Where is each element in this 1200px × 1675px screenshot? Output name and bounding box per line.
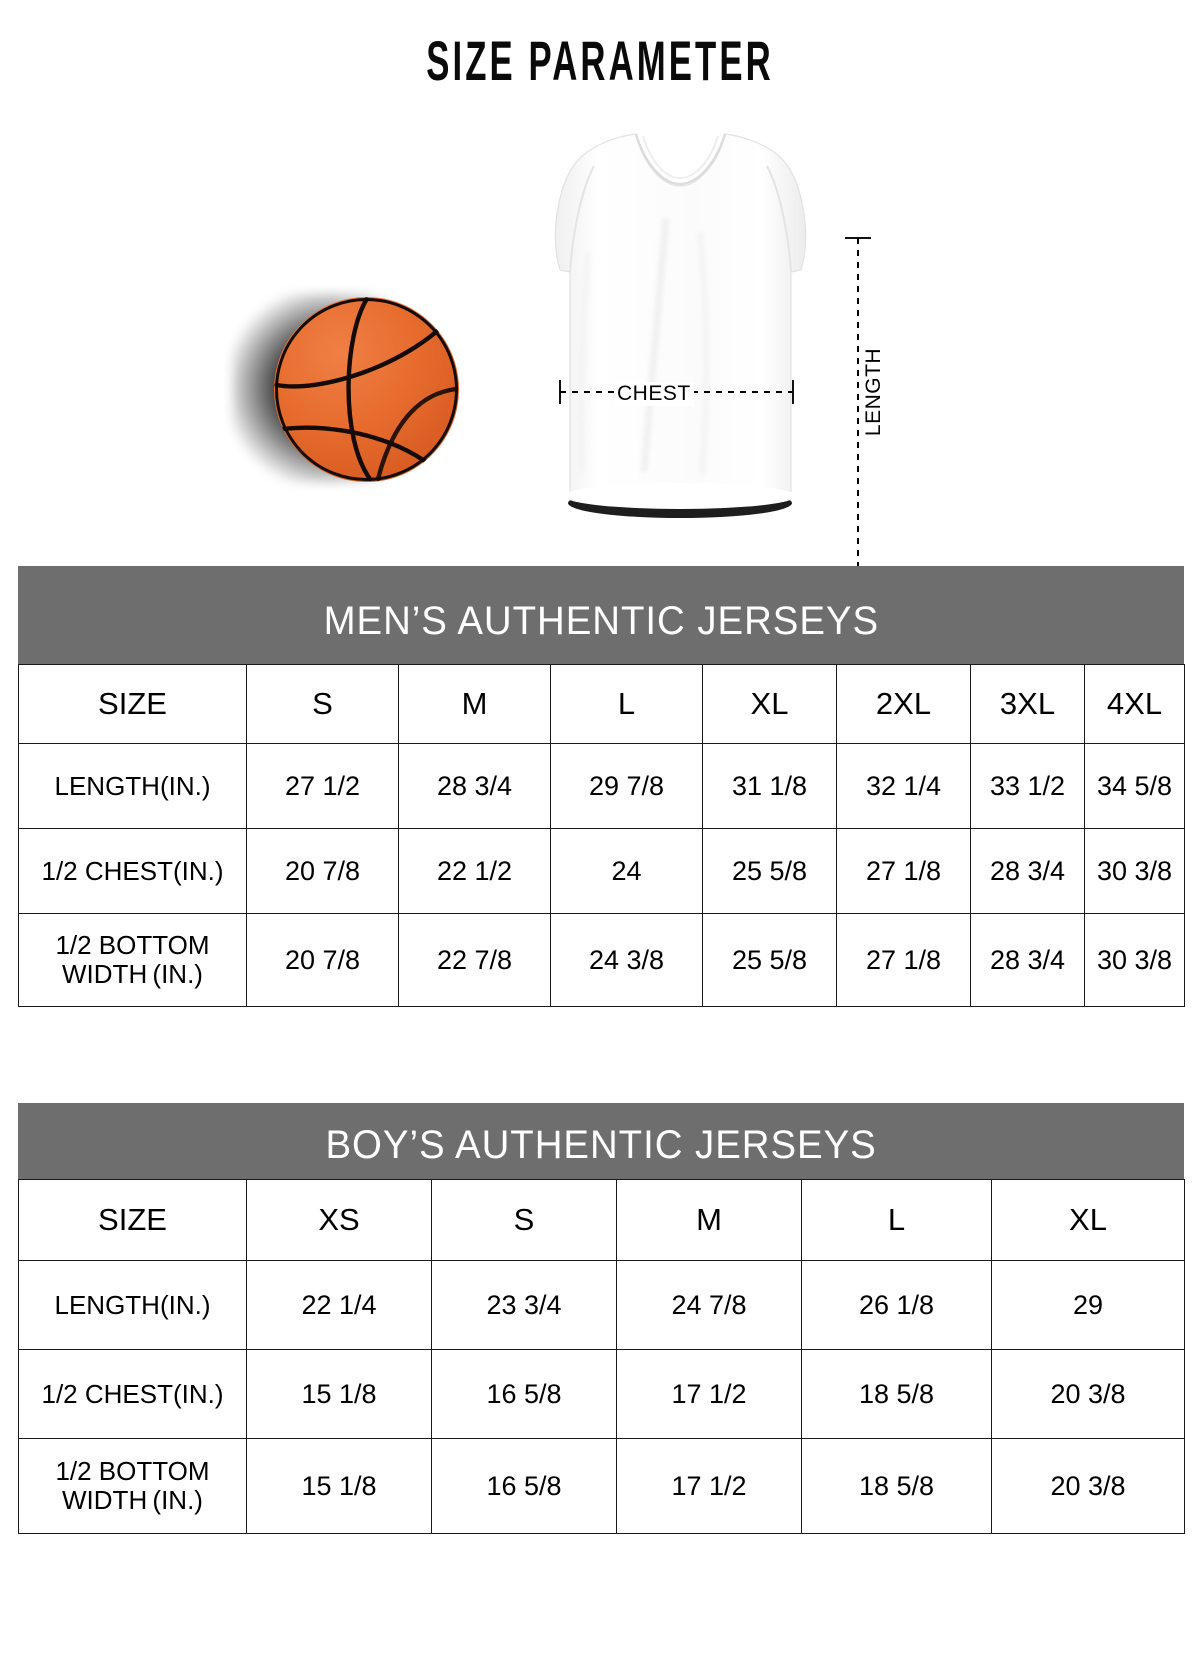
cell-bottom-l: 18 5/8	[801, 1438, 992, 1534]
cell-length-s: 27 1/2	[246, 743, 399, 829]
cell-bottom-4xl: 30 3/8	[1084, 913, 1185, 1007]
cell-chest-3xl: 28 3/4	[970, 828, 1085, 914]
jersey-illustration	[548, 122, 813, 527]
length-measure-line	[857, 238, 859, 613]
cell-length-s: 23 3/4	[431, 1260, 617, 1350]
row-label-line2: WIDTH (IN.)	[62, 1485, 203, 1515]
cell-chest-l: 24	[550, 828, 703, 914]
boys-size-table: SIZE XS S M L XL LENGTH(IN.) 22 1/4 23 3…	[18, 1179, 1185, 1534]
cell-length-xl: 31 1/8	[702, 743, 837, 829]
table-row: 1/2 BOTTOM WIDTH (IN.) 15 1/8 16 5/8 17 …	[18, 1438, 1185, 1534]
column-header-m: M	[616, 1179, 802, 1261]
basketball-icon	[274, 297, 459, 482]
table-row: 1/2 CHEST(IN.) 15 1/8 16 5/8 17 1/2 18 5…	[18, 1349, 1185, 1439]
cell-length-m: 28 3/4	[398, 743, 551, 829]
cell-bottom-l: 24 3/8	[550, 913, 703, 1007]
table-row: LENGTH(IN.) 22 1/4 23 3/4 24 7/8 26 1/8 …	[18, 1260, 1185, 1350]
cell-length-2xl: 32 1/4	[836, 743, 971, 829]
column-header-4xl: 4XL	[1084, 664, 1185, 744]
cell-chest-l: 18 5/8	[801, 1349, 992, 1439]
cell-bottom-s: 16 5/8	[431, 1438, 617, 1534]
cell-chest-2xl: 27 1/8	[836, 828, 971, 914]
column-header-3xl: 3XL	[970, 664, 1085, 744]
cell-chest-xl: 25 5/8	[702, 828, 837, 914]
column-header-m: M	[398, 664, 551, 744]
cell-length-xs: 22 1/4	[246, 1260, 432, 1350]
column-header-xl: XL	[702, 664, 837, 744]
row-label-length: LENGTH(IN.)	[18, 1260, 247, 1350]
table-row-header: SIZE XS S M L XL	[18, 1179, 1185, 1261]
row-label-half-chest: 1/2 CHEST(IN.)	[18, 828, 247, 914]
column-header-xs: XS	[246, 1179, 432, 1261]
column-header-s: S	[246, 664, 399, 744]
cell-chest-m: 22 1/2	[398, 828, 551, 914]
cell-chest-s: 20 7/8	[246, 828, 399, 914]
boys-table-heading-text: BOY’S AUTHENTIC JERSEYS	[325, 1123, 877, 1167]
chest-measure-cap-right	[792, 380, 794, 404]
column-header-s: S	[431, 1179, 617, 1261]
row-label-line1: 1/2 BOTTOM	[55, 1455, 210, 1486]
column-header-xl: XL	[991, 1179, 1185, 1261]
cell-chest-m: 17 1/2	[616, 1349, 802, 1439]
cell-length-l: 29 7/8	[550, 743, 703, 829]
cell-length-m: 24 7/8	[616, 1260, 802, 1350]
column-header-size: SIZE	[18, 1179, 247, 1261]
row-label-half-chest: 1/2 CHEST(IN.)	[18, 1349, 247, 1439]
page-title: SIZE PARAMETER	[426, 29, 774, 92]
cell-length-4xl: 34 5/8	[1084, 743, 1185, 829]
mens-size-table: SIZE S M L XL 2XL 3XL 4XL LENGTH(IN.) 27…	[18, 664, 1185, 1007]
row-label-half-bottom-width: 1/2 BOTTOM WIDTH (IN.)	[18, 913, 247, 1007]
mens-table-heading-text: MEN’S AUTHENTIC JERSEYS	[323, 599, 879, 643]
column-header-size: SIZE	[18, 664, 247, 744]
cell-chest-xl: 20 3/8	[991, 1349, 1185, 1439]
cell-length-3xl: 33 1/2	[970, 743, 1085, 829]
cell-length-xl: 29	[991, 1260, 1185, 1350]
table-row: LENGTH(IN.) 27 1/2 28 3/4 29 7/8 31 1/8 …	[18, 743, 1185, 829]
cell-bottom-xs: 15 1/8	[246, 1438, 432, 1534]
mens-table-heading: MEN’S AUTHENTIC JERSEYS	[18, 566, 1184, 664]
cell-bottom-s: 20 7/8	[246, 913, 399, 1007]
cell-bottom-3xl: 28 3/4	[970, 913, 1085, 1007]
row-label-half-bottom-width: 1/2 BOTTOM WIDTH (IN.)	[18, 1438, 247, 1534]
row-label-length: LENGTH(IN.)	[18, 743, 247, 829]
cell-bottom-xl: 25 5/8	[702, 913, 837, 1007]
chest-measure-label: CHEST	[614, 382, 694, 406]
row-label-line1: 1/2 BOTTOM	[55, 929, 210, 960]
table-row: 1/2 BOTTOM WIDTH (IN.) 20 7/8 22 7/8 24 …	[18, 913, 1185, 1007]
table-row: 1/2 CHEST(IN.) 20 7/8 22 1/2 24 25 5/8 2…	[18, 828, 1185, 914]
length-measure-label: LENGTH	[860, 333, 888, 451]
cell-bottom-m: 22 7/8	[398, 913, 551, 1007]
cell-bottom-m: 17 1/2	[616, 1438, 802, 1534]
row-label-line2: WIDTH (IN.)	[62, 959, 203, 989]
boys-table-heading: BOY’S AUTHENTIC JERSEYS	[18, 1103, 1184, 1179]
cell-chest-s: 16 5/8	[431, 1349, 617, 1439]
cell-chest-4xl: 30 3/8	[1084, 828, 1185, 914]
cell-chest-xs: 15 1/8	[246, 1349, 432, 1439]
cell-length-l: 26 1/8	[801, 1260, 992, 1350]
cell-bottom-xl: 20 3/8	[991, 1438, 1185, 1534]
boys-size-table-block: BOY’S AUTHENTIC JERSEYS SIZE XS S M L XL…	[18, 1103, 1185, 1534]
table-row-header: SIZE S M L XL 2XL 3XL 4XL	[18, 664, 1185, 744]
illustration-area: CHEST LENGTH	[0, 110, 1200, 613]
column-header-2xl: 2XL	[836, 664, 971, 744]
cell-bottom-2xl: 27 1/8	[836, 913, 971, 1007]
column-header-l: L	[801, 1179, 992, 1261]
column-header-l: L	[550, 664, 703, 744]
mens-size-table-block: MEN’S AUTHENTIC JERSEYS SIZE S M L XL 2X…	[18, 566, 1185, 1007]
basketball-illustration	[232, 285, 462, 495]
